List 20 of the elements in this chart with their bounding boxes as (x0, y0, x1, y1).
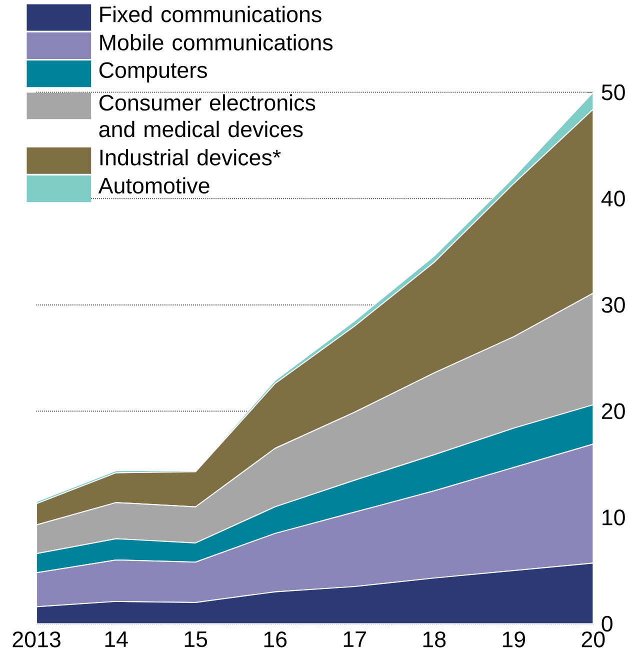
x-tick-label: 15 (184, 631, 207, 648)
x-tick-label: 17 (344, 631, 366, 647)
legend-label: Computers (99, 62, 207, 83)
y-tick-label: 50 (602, 84, 625, 100)
y-tick-label: 20 (602, 403, 625, 420)
y-tick-label: 40 (601, 190, 625, 207)
legend-label: Automotive (98, 177, 210, 194)
y-tick-label: 30 (602, 296, 625, 313)
legend-label: Mobile communications (100, 34, 332, 50)
x-tick-label: 16 (264, 632, 286, 648)
x-tick-label: 20 (582, 632, 604, 648)
x-tick-label: 18 (423, 632, 446, 648)
x-tick-label: 19 (502, 632, 525, 648)
x-tick-label: 2013 (12, 632, 60, 648)
legend-label: Consumer electronics and medical devices (99, 94, 315, 138)
legend-label: Industrial devices* (100, 149, 281, 166)
legend-label: Fixed communications (100, 6, 322, 22)
y-tick-label: 10 (602, 510, 625, 526)
y-tick-label: 0 (602, 616, 612, 632)
x-tick-label: 14 (105, 631, 128, 647)
